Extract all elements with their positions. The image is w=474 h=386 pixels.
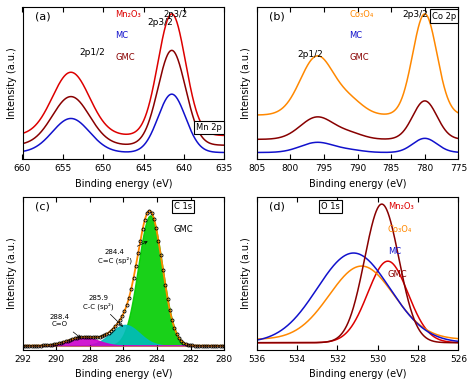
Text: (b): (b): [269, 12, 284, 22]
X-axis label: Binding energy (eV): Binding energy (eV): [309, 179, 406, 189]
Text: MC: MC: [388, 247, 401, 256]
Text: 284.4
C=C (sp²): 284.4 C=C (sp²): [98, 242, 147, 264]
Text: GMC: GMC: [388, 270, 408, 279]
Text: 2p3/2: 2p3/2: [402, 10, 428, 19]
Text: 2p3/2: 2p3/2: [164, 10, 188, 19]
Text: 2p1/2: 2p1/2: [79, 48, 105, 57]
Text: Co 2p: Co 2p: [432, 12, 456, 20]
Text: Co₃O₄: Co₃O₄: [388, 225, 412, 234]
Y-axis label: Intensity (a.u.): Intensity (a.u.): [241, 47, 251, 119]
Text: Mn₂O₃: Mn₂O₃: [388, 202, 414, 211]
Text: 288.4
C=O: 288.4 C=O: [49, 315, 80, 338]
Text: Co₃O₄: Co₃O₄: [349, 10, 374, 19]
Text: Mn 2p: Mn 2p: [196, 123, 222, 132]
Text: (a): (a): [35, 12, 50, 22]
Text: Mn₂O₃: Mn₂O₃: [115, 10, 141, 19]
Text: (d): (d): [269, 202, 285, 212]
Y-axis label: Intensity (a.u.): Intensity (a.u.): [7, 237, 17, 309]
Text: GMC: GMC: [349, 52, 369, 62]
Text: GMC: GMC: [115, 52, 135, 62]
Y-axis label: Intensity (a.u.): Intensity (a.u.): [241, 237, 251, 309]
Text: MC: MC: [115, 31, 128, 41]
Text: C 1s: C 1s: [174, 202, 192, 211]
Text: 2p3/2: 2p3/2: [147, 18, 173, 27]
X-axis label: Binding energy (eV): Binding energy (eV): [309, 369, 406, 379]
Text: O 1s: O 1s: [321, 202, 340, 211]
Text: 2p1/2: 2p1/2: [297, 50, 323, 59]
Y-axis label: Intensity (a.u.): Intensity (a.u.): [7, 47, 17, 119]
Text: MC: MC: [349, 31, 363, 41]
Text: GMC: GMC: [174, 225, 193, 234]
Text: (c): (c): [35, 202, 49, 212]
Text: 285.9
C-C (sp²): 285.9 C-C (sp²): [83, 295, 122, 326]
X-axis label: Binding energy (eV): Binding energy (eV): [74, 179, 172, 189]
X-axis label: Binding energy (eV): Binding energy (eV): [74, 369, 172, 379]
